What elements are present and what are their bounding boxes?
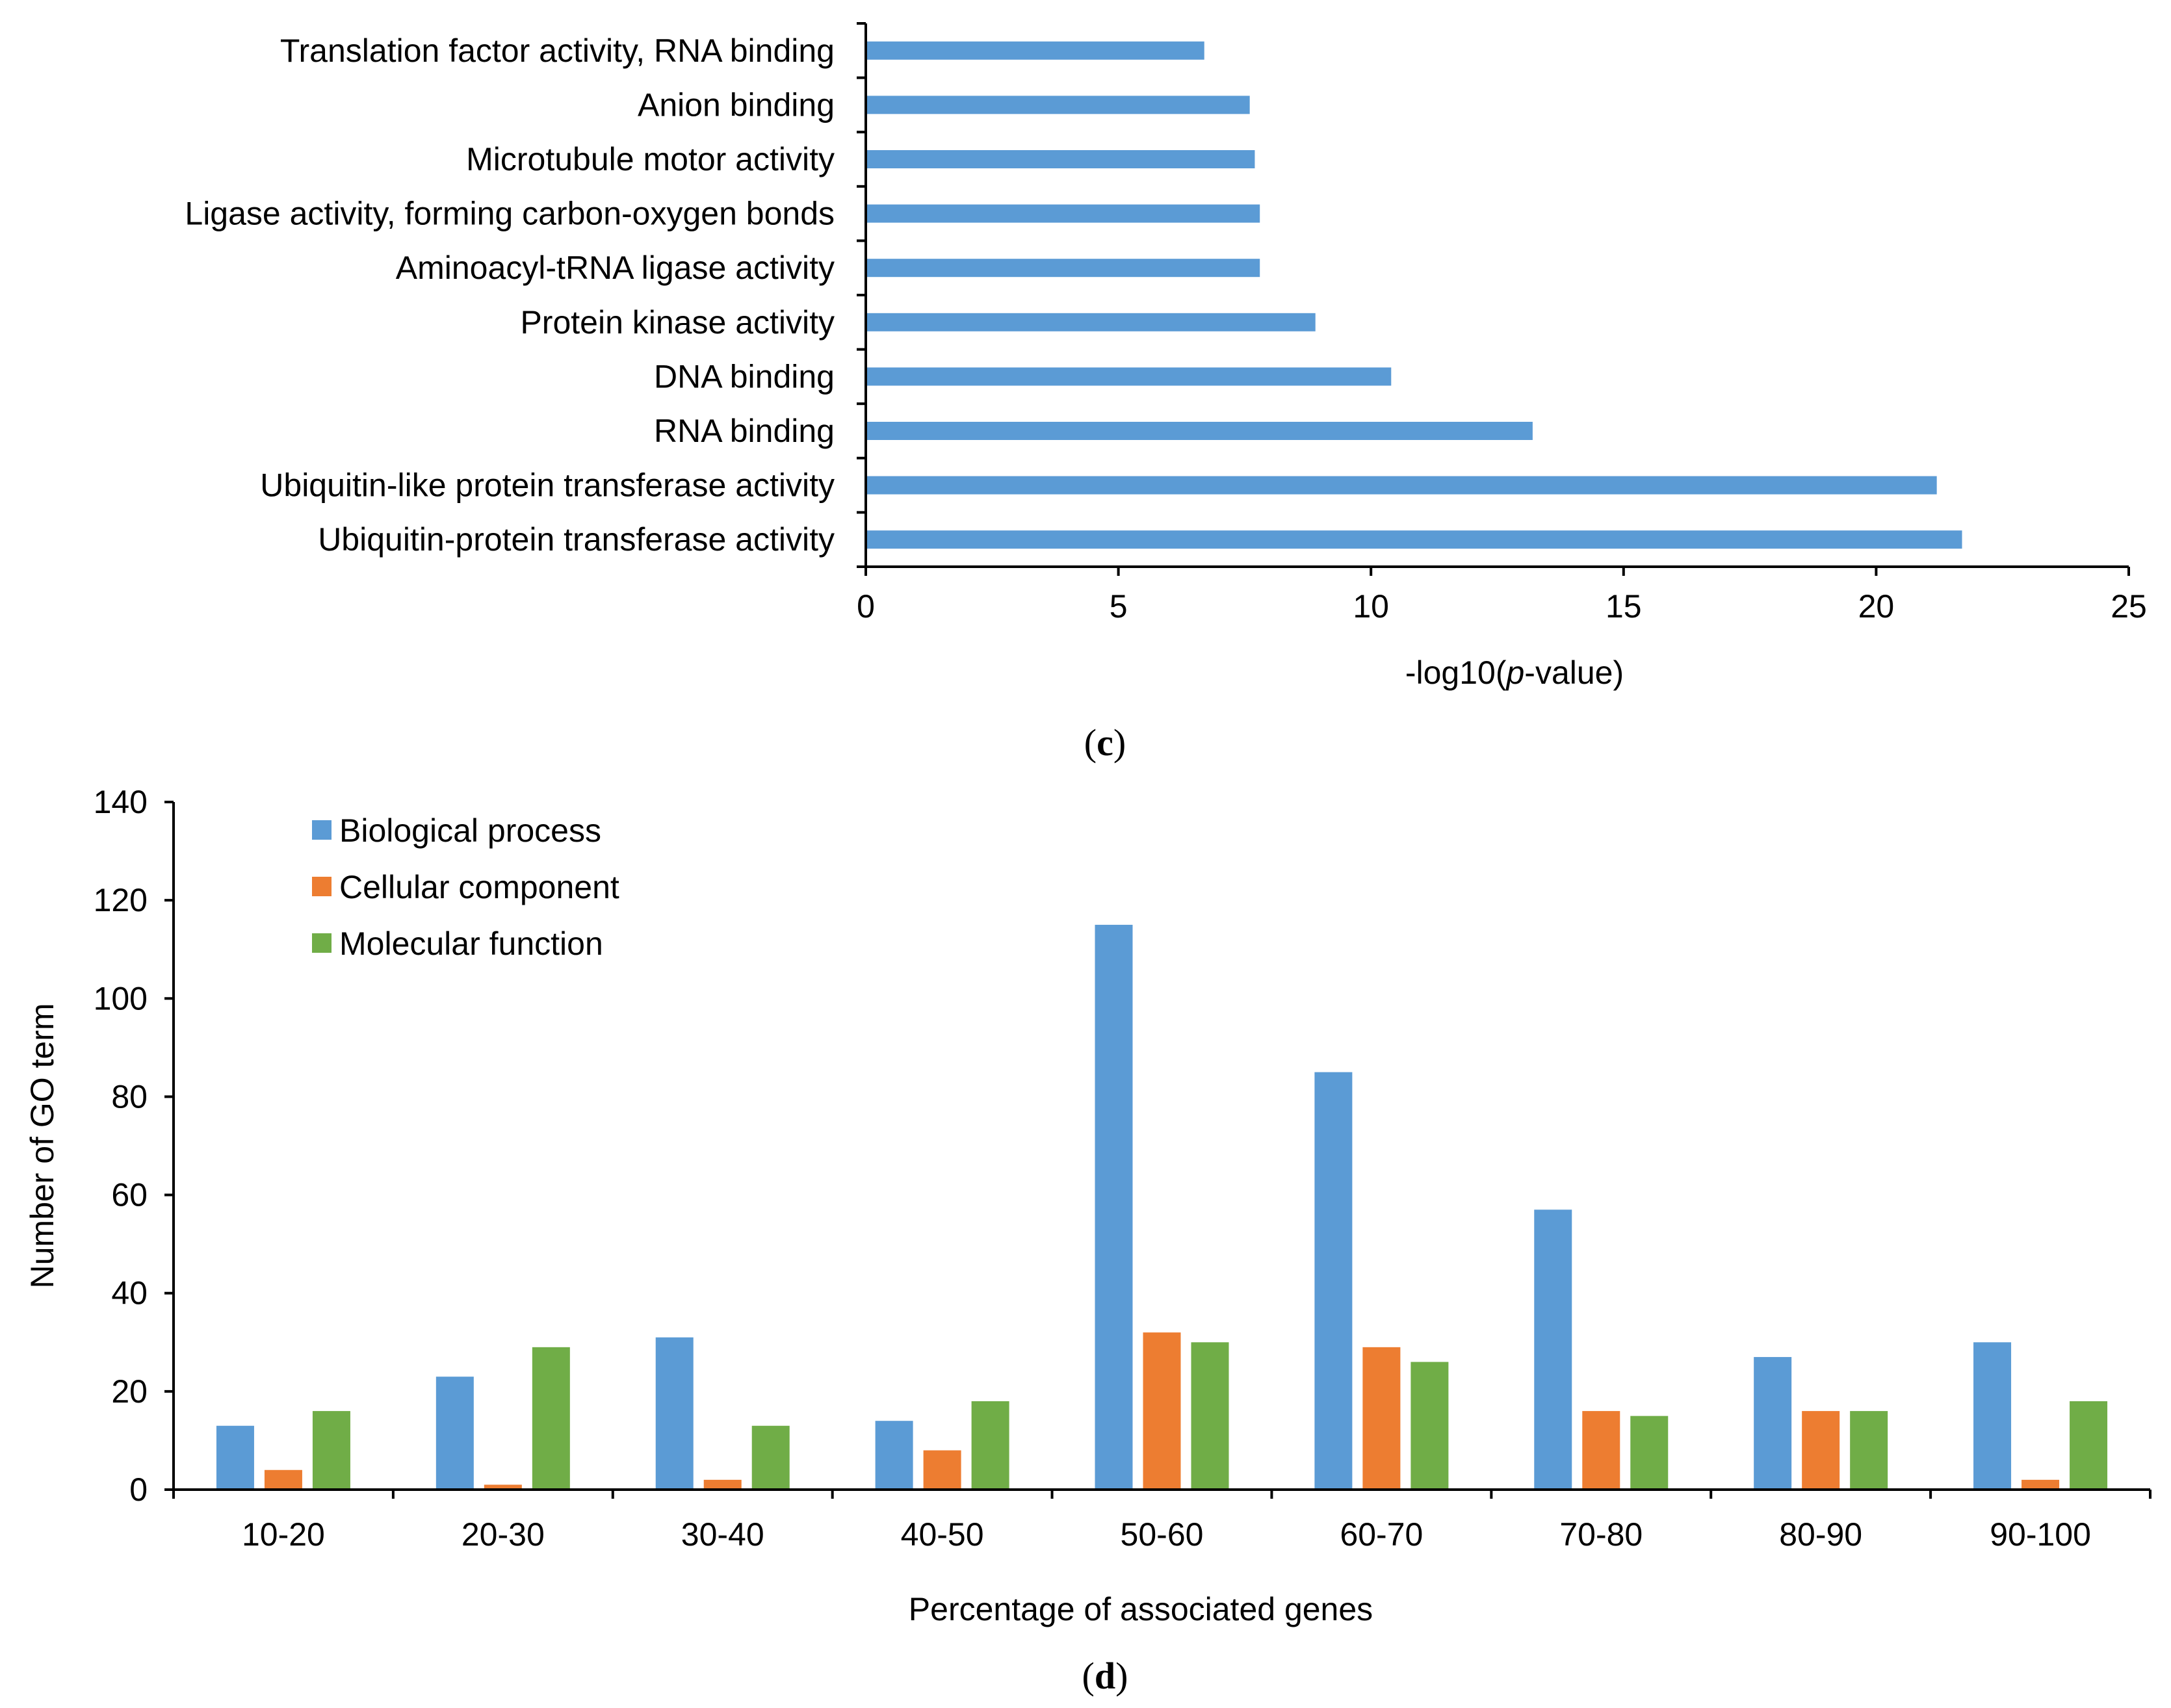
chart-c-bar-microtubule-motor-activity: [866, 150, 1255, 168]
chart-c-category-label: Microtubule motor activity: [466, 141, 835, 177]
chart-c-category-label: Ubiquitin-like protein transferase activ…: [260, 467, 835, 504]
chart-d-bar-biological-process-50-60: [1095, 924, 1133, 1490]
chart-c-bar-rna-binding: [866, 422, 1533, 440]
chart-c-bar-aminoacyl-trna-ligase-activity: [866, 259, 1260, 278]
chart-c-category-label: Aminoacyl-tRNA ligase activity: [396, 250, 835, 286]
chart-c-x-tick-label: 5: [1110, 588, 1128, 625]
chart-d-bar-cellular-component-40-50: [923, 1450, 961, 1490]
chart-d-y-tick-label: 140: [94, 784, 148, 820]
chart-d-bar-molecular-function-90-100: [2070, 1401, 2108, 1490]
chart-c-x-tick-label: 25: [2111, 588, 2147, 625]
chart-d-bar-molecular-function-70-80: [1630, 1416, 1669, 1490]
chart-c-category-label: Translation factor activity, RNA binding: [280, 32, 835, 69]
chart-d-x-tick-label: 90-100: [1990, 1516, 2091, 1553]
chart-d-bar-biological-process-40-50: [875, 1421, 913, 1490]
chart-d-legend-swatch-biological-process: [312, 820, 332, 840]
chart-c-bar-dna-binding: [866, 367, 1392, 386]
chart-d-bar-biological-process-10-20: [216, 1425, 254, 1490]
chart-d-x-tick-label: 70-80: [1559, 1516, 1643, 1553]
chart-d-bar-cellular-component-50-60: [1143, 1332, 1181, 1490]
chart-c-category-label: RNA binding: [654, 413, 835, 449]
chart-c-x-tick-label: 10: [1353, 588, 1389, 625]
chart-c-x-axis-title: -log10(p-value): [1405, 654, 1624, 691]
chart-d-bar-cellular-component-30-40: [703, 1479, 742, 1490]
chart-c-category-label: DNA binding: [654, 358, 835, 395]
chart-c-bar-anion-binding: [866, 96, 1250, 114]
chart-c-category-label: Ligase activity, forming carbon-oxygen b…: [185, 196, 835, 232]
chart-d-y-tick-label: 20: [111, 1373, 148, 1410]
chart-d-legend-swatch-cellular-component: [312, 877, 332, 896]
chart-d-bar-molecular-function-10-20: [312, 1411, 350, 1490]
chart-d-x-tick-label: 10-20: [242, 1516, 325, 1553]
chart-d: 0 20 40 60 80 100 120 140 10-20 20-30 30-40 40-50 5…: [24, 784, 2152, 1697]
chart-c-bar-ligase-activity-forming-carbon-oxygen-bonds: [866, 204, 1260, 223]
chart-d-y-tick-label: 100: [94, 980, 148, 1016]
chart-d-x-axis-title: Percentage of associated genes: [909, 1591, 1373, 1627]
chart-d-bar-biological-process-90-100: [1973, 1342, 2012, 1490]
chart-c-category-labels: Translation factor activity, RNA binding…: [185, 32, 835, 558]
chart-d-y-tick-label: 120: [94, 882, 148, 918]
chart-d-bar-molecular-function-20-30: [532, 1347, 570, 1490]
chart-d-y-axis-title: Number of GO term: [24, 1003, 60, 1289]
chart-d-bar-molecular-function-40-50: [971, 1401, 1009, 1490]
chart-d-x-tick-label: 40-50: [901, 1516, 984, 1553]
chart-d-bar-molecular-function-30-40: [751, 1425, 790, 1490]
chart-d-bar-biological-process-60-70: [1314, 1072, 1353, 1490]
chart-d-legend: Biological process Cellular component Mole…: [312, 812, 619, 962]
chart-d-bar-cellular-component-60-70: [1362, 1347, 1401, 1490]
chart-d-x-tick-label: 30-40: [681, 1516, 764, 1553]
chart-c-x-tick-label: 15: [1606, 588, 1642, 625]
chart-d-y-ticks: 0 20 40 60 80 100 120 140: [94, 784, 174, 1508]
chart-c-category-label: Protein kinase activity: [520, 304, 835, 341]
chart-d-bar-cellular-component-10-20: [264, 1469, 302, 1490]
chart-d-bar-molecular-function-60-70: [1410, 1362, 1449, 1490]
chart-d-legend-label: Molecular function: [339, 925, 603, 962]
chart-c: Translation factor activity, RNA binding…: [185, 22, 2147, 764]
chart-c-bars: [866, 41, 1962, 549]
chart-d-bar-biological-process-30-40: [655, 1337, 694, 1490]
chart-c-category-label: Ubiquitin-protein transferase activity: [318, 521, 835, 558]
chart-d-bar-biological-process-70-80: [1534, 1210, 1572, 1490]
chart-d-y-tick-label: 40: [111, 1275, 148, 1312]
chart-d-y-tick-label: 0: [129, 1471, 148, 1508]
chart-c-y-ticks: [857, 22, 866, 568]
chart-d-bars: [216, 924, 2108, 1490]
chart-c-bar-ubiquitin-like-protein-transferase-activity: [866, 476, 1937, 495]
chart-c-category-label: Anion binding: [638, 86, 835, 123]
chart-d-bar-cellular-component-70-80: [1582, 1411, 1620, 1490]
chart-d-x-tick-label: 20-30: [462, 1516, 545, 1553]
chart-d-x-tick-label: 60-70: [1340, 1516, 1423, 1553]
chart-d-y-tick-label: 60: [111, 1177, 148, 1213]
chart-d-x-tick-label: 80-90: [1779, 1516, 1862, 1553]
chart-d-x-ticks: 10-20 20-30 30-40 40-50 50-60 60-70 70-80 80-90…: [172, 1490, 2152, 1553]
chart-d-bar-cellular-component-80-90: [1802, 1411, 1840, 1490]
chart-d-legend-swatch-molecular-function: [312, 933, 332, 953]
chart-d-legend-label: Biological process: [339, 812, 601, 849]
chart-d-bar-biological-process-20-30: [436, 1377, 474, 1490]
chart-c-x-tick-label: 20: [1858, 588, 1895, 625]
chart-c-bar-translation-factor-activity-rna-binding: [866, 41, 1204, 60]
chart-c-x-ticks: 0 5 10 15 20 25: [857, 567, 2147, 625]
chart-c-bar-ubiquitin-protein-transferase-activity: [866, 530, 1962, 549]
chart-d-bar-molecular-function-80-90: [1850, 1411, 1888, 1490]
chart-c-bar-protein-kinase-activity: [866, 313, 1316, 331]
chart-d-panel-label: (d): [1082, 1655, 1128, 1697]
chart-d-bar-cellular-component-20-30: [484, 1484, 522, 1490]
chart-d-bar-cellular-component-90-100: [2022, 1479, 2060, 1490]
chart-d-legend-label: Cellular component: [339, 869, 619, 905]
chart-d-y-tick-label: 80: [111, 1078, 148, 1115]
chart-d-bar-biological-process-80-90: [1754, 1356, 1792, 1490]
chart-d-bar-molecular-function-50-60: [1191, 1342, 1229, 1490]
chart-c-x-tick-label: 0: [857, 588, 875, 625]
chart-d-x-tick-label: 50-60: [1121, 1516, 1204, 1553]
chart-c-panel-label: (c): [1084, 721, 1126, 764]
